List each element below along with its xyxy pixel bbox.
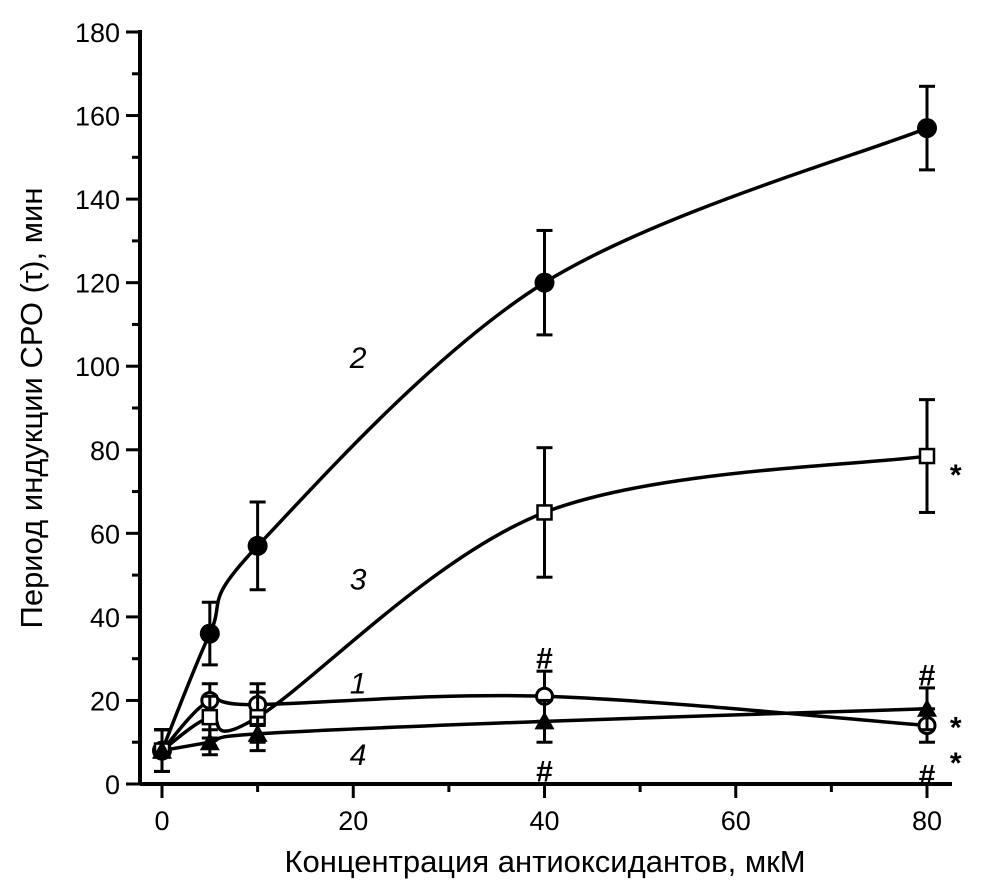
y-axis-label: Период индукции СРО (τ), мин xyxy=(14,188,49,629)
x-tick-label: 0 xyxy=(154,806,169,836)
series-4-point xyxy=(917,698,937,717)
x-tick-label: 80 xyxy=(912,806,942,836)
series-2-point xyxy=(199,623,220,644)
curve-label-4: 4 xyxy=(350,739,367,772)
significance-star: * xyxy=(950,459,962,492)
significance-hash: # xyxy=(919,659,936,692)
x-tick-label: 40 xyxy=(529,806,559,836)
significance-star: * xyxy=(950,747,962,780)
series-2-point xyxy=(534,272,555,293)
x-tick-label: 60 xyxy=(721,806,751,836)
series-3-point xyxy=(918,447,936,465)
significance-hash: # xyxy=(536,643,553,676)
series-4-point xyxy=(247,723,268,742)
y-tick-label: 40 xyxy=(90,603,120,633)
significance-hash: # xyxy=(919,760,936,793)
series-4-point xyxy=(152,740,172,759)
y-tick-label: 140 xyxy=(75,185,120,215)
y-tick-label: 180 xyxy=(75,18,120,48)
series-3-point xyxy=(201,708,219,726)
series-3-point xyxy=(536,504,553,521)
series-4-point xyxy=(199,732,220,751)
points xyxy=(152,84,937,773)
y-tick-label: 120 xyxy=(75,269,120,299)
y-tick-label: 60 xyxy=(90,519,120,549)
series-4-point xyxy=(534,711,555,730)
y-tick-label: 160 xyxy=(75,102,120,132)
series-2-point xyxy=(917,118,937,139)
axes: 0 20 40 60 80 0 20 40 60 80 100 120 140 160 180 xyxy=(75,18,952,836)
x-axis-label: Концентрация антиоксидантов, мкМ xyxy=(284,844,805,879)
curve-label-2: 2 xyxy=(349,342,367,375)
y-tick-label: 0 xyxy=(105,770,120,800)
y-tick-label: 80 xyxy=(90,436,120,466)
significance-star: * xyxy=(950,712,962,745)
curve-label-3: 3 xyxy=(350,563,367,596)
x-tick-label: 20 xyxy=(338,806,368,836)
y-tick-label: 100 xyxy=(75,352,120,382)
significance-hash: # xyxy=(536,755,553,788)
curve-label-1: 1 xyxy=(350,668,367,701)
y-tick-label: 20 xyxy=(90,686,120,716)
series-2-point xyxy=(247,535,268,556)
